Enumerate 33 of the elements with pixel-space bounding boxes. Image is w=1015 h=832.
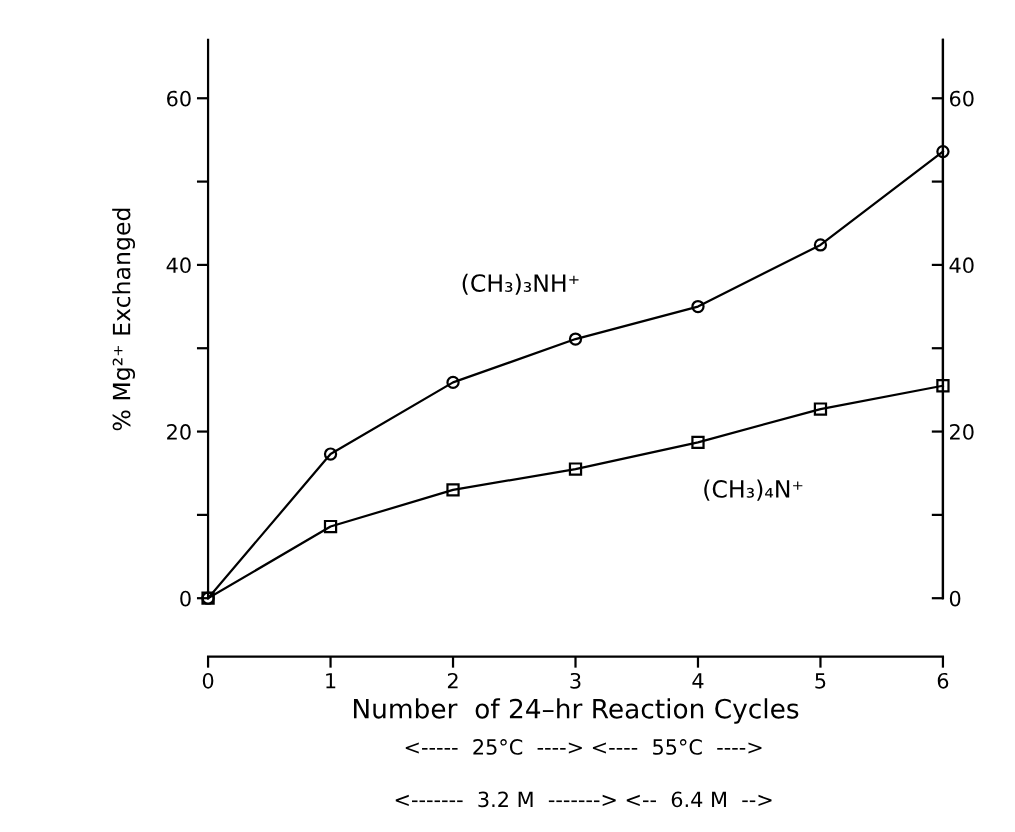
x-tick-label: 0 xyxy=(202,672,214,689)
point xyxy=(691,299,705,314)
y2-tick-label: 0 xyxy=(949,590,961,607)
point xyxy=(936,144,950,159)
x-tick-label: 5 xyxy=(815,673,826,689)
series-label: (CH₃)₄N⁺ xyxy=(704,479,803,501)
y2-tick-label: 60 xyxy=(949,90,974,107)
x-tick-label: 6 xyxy=(937,672,949,689)
x-tick-label: 2 xyxy=(447,672,458,689)
x-tick-label: 4 xyxy=(692,673,704,689)
point xyxy=(568,332,583,346)
point xyxy=(446,375,460,390)
x-tick-label: 1 xyxy=(326,673,336,689)
y-axis-title: % Mg²⁺ Exchanged xyxy=(112,208,136,431)
point xyxy=(568,462,583,476)
x-axis-title: Number of 24–hr Reaction Cycles xyxy=(353,698,799,724)
point xyxy=(691,435,705,450)
point xyxy=(323,519,338,534)
point xyxy=(446,483,460,497)
point xyxy=(813,402,828,416)
text: <----- 25°C ----> <---- 55°C ----> xyxy=(405,739,762,755)
y-tick-label: 0 xyxy=(180,590,191,607)
point xyxy=(813,238,828,252)
point xyxy=(323,447,338,461)
series-label: (CH₃)₃NH⁺ xyxy=(462,273,579,295)
y-tick-label: 60 xyxy=(167,90,191,107)
y2-tick-label: 20 xyxy=(950,424,974,440)
y-tick-label: 40 xyxy=(166,257,191,274)
text: <------- 3.2 M -------> <-- 6.4 M --> xyxy=(395,791,772,808)
y2-tick-label: 40 xyxy=(949,257,974,274)
x-tick-label: 3 xyxy=(570,672,581,689)
point xyxy=(936,379,950,393)
y-tick-label: 20 xyxy=(167,424,191,440)
